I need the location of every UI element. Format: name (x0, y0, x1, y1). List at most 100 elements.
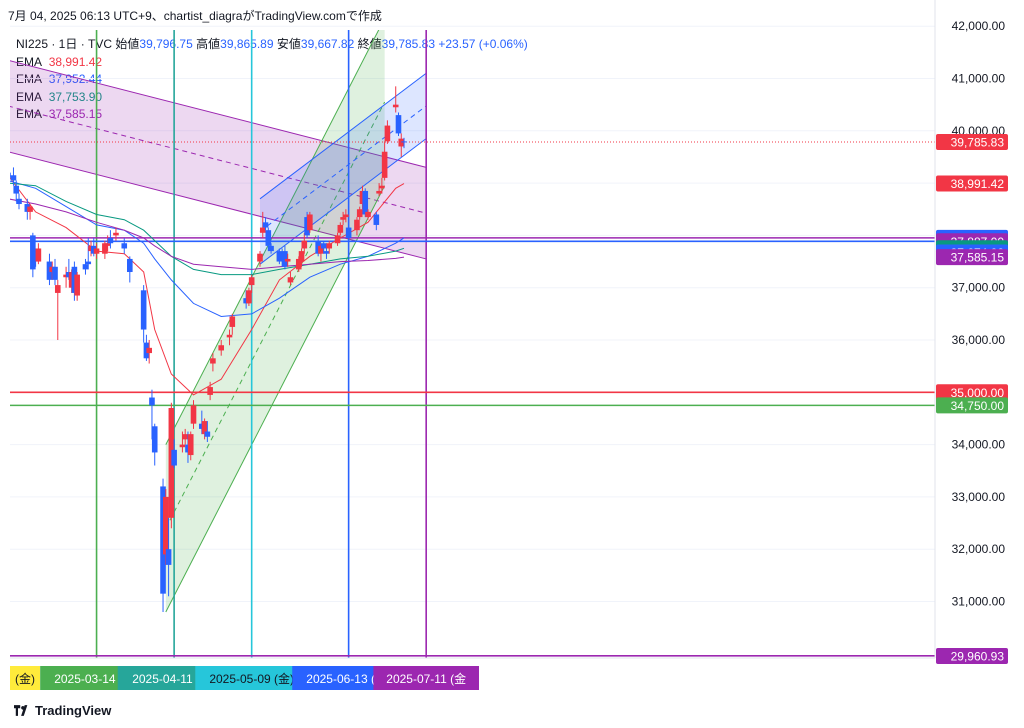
candle-body (201, 421, 208, 435)
candle-body (82, 264, 89, 270)
ema-value: 38,991.42 (48, 54, 103, 69)
price-label-tag[interactable] (936, 648, 1008, 664)
candle-body (284, 258, 291, 262)
drawing-layer (10, 30, 935, 658)
candle-body (373, 214, 380, 225)
y-tick-label: 31,000.00 (952, 595, 1006, 609)
x-date-tag-text: 2025-04-11 (金) (132, 671, 216, 686)
candle-body (107, 238, 114, 244)
candle-body (323, 251, 330, 254)
channel-upper-line (10, 60, 427, 168)
price-label-text: 39,785.83 (951, 136, 1005, 150)
candle-body (268, 245, 274, 252)
candle-body (343, 214, 349, 218)
ema-line (10, 198, 405, 270)
price-chart[interactable]: 31,000.00 32,000.00 33,000.00 34,000.00 35,0… (0, 0, 1024, 700)
candle-body (13, 185, 20, 194)
candle-body (229, 316, 236, 327)
candle-body (85, 261, 92, 265)
legend-ema-1[interactable]: EMA 38,991.42 (16, 54, 528, 72)
candle-body (121, 243, 128, 249)
candle-body (218, 345, 225, 351)
candle-body (140, 290, 147, 330)
legend-ema-4[interactable]: EMA 37,585.15 (16, 106, 528, 124)
close-label: 終値 (357, 37, 382, 51)
candle-body (104, 243, 111, 246)
price-label-tag[interactable] (936, 397, 1008, 414)
high-value: 39,865.89 (220, 37, 274, 51)
candle-body (356, 209, 363, 218)
candle-body (16, 198, 22, 205)
candle-body (259, 227, 266, 233)
candle-body (246, 290, 252, 304)
chart-header: 7月 04, 2025 06:13 UTC+9、chartist_diagraが… (8, 9, 382, 23)
legend-ema-3[interactable]: EMA 37,753.90 (16, 89, 528, 107)
candle-body (307, 214, 313, 231)
candle-body (365, 211, 371, 218)
candle-body (151, 426, 158, 453)
price-label-tag[interactable] (936, 175, 1008, 192)
candle-body (102, 243, 108, 254)
ema-line (10, 182, 405, 276)
y-tick-label: 37,000.00 (952, 281, 1006, 295)
candle-body (10, 172, 11, 178)
open-value: 39,796.75 (139, 37, 193, 51)
price-label-tag[interactable] (936, 134, 1008, 151)
candle-body (334, 235, 341, 244)
candle-body (27, 206, 33, 212)
candle-body (113, 232, 119, 236)
symbol-name[interactable]: NI225 · 1日 · TVC (16, 37, 113, 51)
ema-name: EMA (16, 90, 42, 104)
x-date-tag-text: 2025-06-13 (金) (306, 671, 391, 686)
candle-body (265, 230, 272, 246)
candle-body (354, 219, 360, 231)
channel-fill (259, 73, 427, 265)
candle-body (257, 253, 263, 262)
low-label: 安値 (276, 37, 301, 51)
candle-body (248, 277, 255, 286)
channel-lower-line (259, 138, 427, 265)
legend: NI225 · 1日 · TVC 始値39,796.75 高値39,865.89… (16, 36, 528, 124)
price-label-text: 38,991.42 (951, 177, 1005, 191)
candle-body (52, 266, 58, 280)
candle-body (287, 277, 294, 283)
y-tick-label: 32,000.00 (952, 542, 1006, 556)
x-date-tag[interactable] (10, 666, 40, 690)
candle-body (204, 431, 211, 437)
candle-body (295, 258, 302, 270)
candle-body (320, 243, 327, 249)
x-date-tag[interactable] (195, 666, 309, 690)
candle-body (298, 251, 305, 262)
x-date-tag-text: (金) (15, 671, 35, 686)
x-date-tag[interactable] (373, 666, 479, 690)
candle-body (163, 496, 169, 555)
candle-body (398, 138, 405, 147)
y-tick-label: 33,000.00 (952, 490, 1006, 504)
candle-body (207, 387, 213, 395)
candle-body (149, 397, 155, 406)
close-value: 39,785.83 (381, 37, 436, 51)
price-label-tag[interactable] (936, 249, 1008, 266)
x-date-tag-text: 2025-07-11 (金 (386, 671, 466, 686)
candle-body (187, 434, 194, 456)
candle-body (392, 104, 399, 108)
candle-body (127, 258, 133, 273)
candle-body (362, 190, 369, 215)
candle-body (74, 274, 80, 296)
price-label-text: 35,000.00 (951, 386, 1005, 400)
tradingview-logo-icon (14, 705, 28, 716)
y-tick-label: 42,000.00 (952, 19, 1006, 33)
candle-body (146, 347, 152, 354)
candle-body (10, 175, 17, 181)
channel-upper-line (259, 72, 427, 200)
low-value: 39,667.82 (300, 37, 355, 51)
candle-body (165, 549, 172, 565)
candle-body (376, 190, 382, 194)
price-label-text: 34,750.00 (951, 399, 1005, 413)
candle-body (318, 245, 324, 254)
candle-body (190, 405, 197, 424)
channel-fill (165, 30, 385, 612)
price-label-tag[interactable] (936, 384, 1008, 401)
candle-body (210, 358, 216, 364)
candle-body (35, 248, 42, 262)
